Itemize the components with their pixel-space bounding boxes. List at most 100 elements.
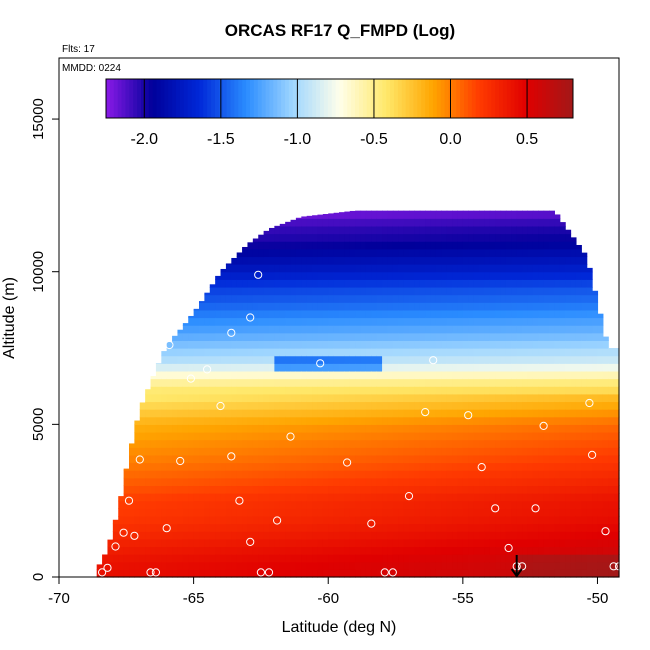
heatmap-cell (242, 256, 249, 265)
heatmap-cell (392, 523, 399, 532)
heatmap-cell (274, 477, 281, 487)
heatmap-cell (215, 431, 222, 441)
heatmap-cell (543, 264, 550, 273)
heatmap-cell (435, 470, 442, 479)
heatmap-cell (344, 378, 351, 387)
heatmap-cell (403, 538, 410, 548)
heatmap-cell (236, 378, 243, 387)
heatmap-cell (279, 401, 286, 410)
heatmap-cell (554, 462, 561, 471)
heatmap-cell (263, 431, 270, 441)
heatmap-cell (516, 325, 523, 334)
heatmap-cell (527, 332, 534, 341)
heatmap-cell (565, 302, 572, 311)
heatmap-cell (452, 401, 459, 410)
heatmap-cell (495, 355, 502, 364)
observation-point (262, 209, 271, 218)
heatmap-cell (382, 454, 389, 464)
heatmap-cell (139, 508, 146, 517)
heatmap-cell (285, 241, 292, 250)
heatmap-cell (500, 241, 507, 250)
heatmap-cell (511, 409, 518, 418)
heatmap-cell (236, 393, 243, 403)
heatmap-cell (236, 256, 243, 265)
heatmap-cell (279, 470, 286, 479)
heatmap-cell (500, 531, 507, 540)
heatmap-cell (575, 546, 582, 555)
heatmap-cell (274, 225, 281, 227)
heatmap-cell (511, 309, 518, 319)
heatmap-cell (495, 348, 502, 357)
heatmap-cell (177, 493, 184, 502)
heatmap-cell (312, 386, 319, 395)
heatmap-cell (565, 279, 572, 288)
heatmap-cell (349, 401, 356, 410)
heatmap-cell (263, 508, 270, 517)
heatmap-cell (188, 363, 195, 372)
heatmap-cell (290, 546, 297, 555)
heatmap-cell (575, 363, 582, 372)
heatmap-cell (382, 424, 389, 433)
heatmap-cell (236, 363, 243, 372)
heatmap-cell (355, 462, 362, 471)
heatmap-cell (565, 561, 572, 570)
heatmap-cell (134, 515, 141, 525)
heatmap-cell (446, 554, 453, 563)
heatmap-cell (339, 279, 345, 288)
heatmap-cell (290, 317, 297, 326)
heatmap-cell (236, 531, 243, 540)
colorbar-segment (526, 79, 531, 118)
heatmap-cell (317, 485, 324, 494)
heatmap-cell (511, 355, 518, 364)
heatmap-cell (538, 279, 545, 288)
heatmap-cell (414, 355, 421, 364)
heatmap-cell (274, 424, 281, 433)
heatmap-cell (382, 538, 389, 548)
heatmap-cell (371, 447, 378, 456)
heatmap-cell (479, 523, 485, 532)
heatmap-cell (225, 523, 232, 532)
heatmap-cell (349, 462, 356, 471)
heatmap-cell (575, 378, 582, 387)
heatmap-cell (129, 485, 135, 494)
heatmap-cell (247, 470, 254, 479)
heatmap-cell (225, 477, 232, 487)
heatmap-cell (565, 264, 572, 273)
heatmap-cell (258, 523, 265, 532)
heatmap-cell (209, 531, 216, 540)
heatmap-cell (398, 485, 405, 494)
heatmap-cell (172, 485, 179, 494)
observation-point (380, 568, 389, 577)
heatmap-cell (328, 508, 335, 517)
heatmap-cell (258, 439, 265, 448)
heatmap-cell (586, 317, 593, 326)
heatmap-cell (279, 515, 286, 525)
heatmap-cell (274, 294, 281, 303)
heatmap-cell (398, 515, 405, 525)
heatmap-cell (602, 416, 609, 425)
heatmap-cell (430, 454, 437, 464)
heatmap-cell (285, 508, 292, 517)
heatmap-cell (258, 234, 265, 242)
heatmap-cell (532, 554, 539, 563)
heatmap-cell (462, 554, 469, 563)
heatmap-cell (279, 546, 286, 555)
heatmap-cell (215, 515, 222, 525)
heatmap-cell (155, 470, 162, 479)
heatmap-cell (193, 439, 200, 448)
heatmap-cell (554, 218, 561, 227)
heatmap-cell (505, 363, 512, 372)
heatmap-cell (430, 225, 437, 235)
colorbar-segment (471, 79, 477, 118)
heatmap-cell (489, 485, 496, 494)
heatmap-cell (462, 279, 469, 288)
heatmap-cell (495, 302, 502, 311)
heatmap-cell (409, 546, 415, 555)
heatmap-cell (489, 309, 496, 319)
heatmap-cell (225, 279, 232, 288)
heatmap-cell (586, 325, 593, 334)
heatmap-cell (301, 439, 308, 448)
heatmap-cell (559, 279, 566, 288)
heatmap-cell (112, 554, 119, 563)
